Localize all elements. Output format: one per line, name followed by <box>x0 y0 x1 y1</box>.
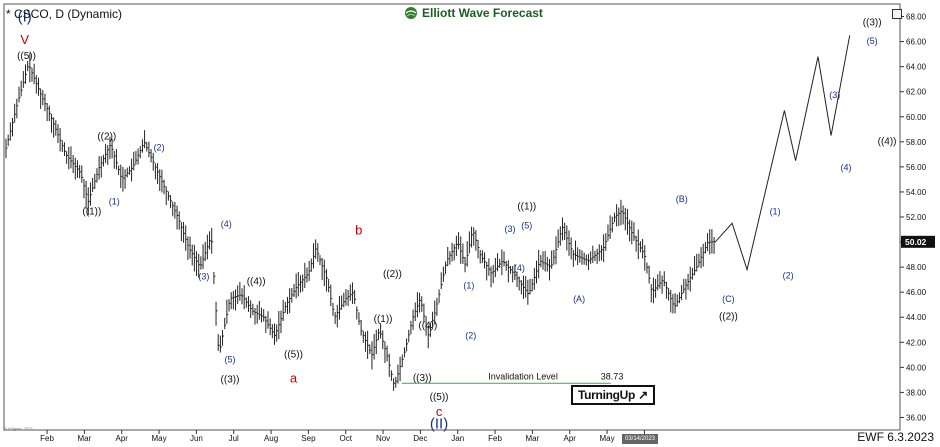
globe-icon <box>405 7 417 19</box>
x-tick-label: May <box>600 434 615 443</box>
x-tick-label: May <box>152 434 167 443</box>
wave-label: ((1)) <box>82 206 101 217</box>
wave-label: (II) <box>430 416 448 433</box>
wave-label: (5) <box>225 354 236 364</box>
x-tick-label: Dec <box>413 434 427 443</box>
last-price-label: 50.02 <box>905 237 927 247</box>
x-tick-label: Feb <box>40 434 54 443</box>
x-tick-label: Apr <box>564 434 577 443</box>
wave-label: (B) <box>676 194 688 204</box>
invalidation-label: Invalidation Level <box>488 371 558 381</box>
y-tick-label: 64.00 <box>906 63 927 72</box>
wave-label: (C) <box>722 294 735 304</box>
wave-label: (2) <box>154 143 165 153</box>
x-tick-label: Jun <box>190 434 203 443</box>
turning-up-badge: TurningUp ↗ <box>571 385 655 405</box>
x-tick-label: Jan <box>451 434 464 443</box>
y-tick-label: 66.00 <box>906 38 927 47</box>
wave-label: (I) <box>18 9 32 26</box>
wave-label: (1) <box>463 280 474 290</box>
wave-label: a <box>290 370 298 385</box>
wave-label: ((4)) <box>878 136 897 147</box>
x-tick-label: Aug <box>264 434 278 443</box>
invalidation-value: 38.73 <box>601 371 624 381</box>
x-tick-label: Feb <box>488 434 502 443</box>
y-tick-label: 48.00 <box>906 263 927 272</box>
wave-label: ((2)) <box>719 312 738 323</box>
wave-label: ((5)) <box>284 349 303 360</box>
wave-label: (4) <box>841 163 852 173</box>
x-tick-label: Jul <box>229 434 239 443</box>
chart-options-button[interactable] <box>892 9 902 19</box>
wave-label: ((4)) <box>418 321 437 332</box>
x-tick-label: Oct <box>340 434 353 443</box>
cursor-date-box: 03/14/2023 <box>622 434 658 444</box>
wave-label: (A) <box>573 294 585 304</box>
wave-label: ((3)) <box>413 373 432 384</box>
wave-label: b <box>355 223 362 238</box>
y-tick-label: 36.00 <box>906 413 927 422</box>
wave-label: ((1)) <box>374 314 393 325</box>
y-tick-label: 56.00 <box>906 163 927 172</box>
y-tick-label: 62.00 <box>906 88 927 97</box>
y-tick-label: 54.00 <box>906 188 927 197</box>
y-tick-label: 38.00 <box>906 388 927 397</box>
y-tick-label: 40.00 <box>906 363 927 372</box>
wave-label: ((1)) <box>517 201 536 212</box>
wave-label: ((2)) <box>97 131 116 142</box>
wave-label: (2) <box>783 270 794 280</box>
wave-label: (1) <box>109 196 120 206</box>
wave-label: ((3)) <box>863 17 882 28</box>
x-tick-label: Apr <box>116 434 129 443</box>
y-tick-label: 60.00 <box>906 113 927 122</box>
wave-label: (1) <box>770 206 781 216</box>
wave-label: V <box>20 32 29 47</box>
y-tick-label: 42.00 <box>906 338 927 347</box>
x-tick-label: Mar <box>526 434 540 443</box>
wave-label: (2) <box>465 331 476 341</box>
wave-label: (3) <box>829 90 840 100</box>
wave-label: (3) <box>198 272 209 282</box>
y-tick-label: 44.00 <box>906 313 927 322</box>
wave-label: ((5)) <box>430 392 449 403</box>
x-tick-label: Sep <box>301 434 316 443</box>
wave-label: ((5)) <box>17 51 36 62</box>
x-tick-label: Nov <box>376 434 390 443</box>
brand-logo: Elliott Wave Forecast <box>404 6 543 20</box>
brand-name: Elliott Wave Forecast <box>422 6 543 20</box>
last-price-tag <box>901 235 935 248</box>
y-tick-label: 52.00 <box>906 213 927 222</box>
y-tick-label: 68.00 <box>906 13 927 22</box>
y-tick-label: 58.00 <box>906 138 927 147</box>
copyright-text: © eSignal, 2023 <box>4 426 33 431</box>
projection-path <box>714 35 851 272</box>
wave-label: (4) <box>221 219 232 229</box>
wave-label: ((2)) <box>383 269 402 280</box>
wave-label: ((3)) <box>221 374 240 385</box>
x-tick-label: Mar <box>78 434 92 443</box>
footer-date: EWF 6.3.2023 <box>857 430 934 444</box>
wave-label: (5) <box>521 220 532 230</box>
wave-label: (4) <box>514 263 525 273</box>
wave-label: c <box>436 404 443 419</box>
y-tick-label: 46.00 <box>906 288 927 297</box>
wave-label: ((4)) <box>247 277 266 288</box>
plot-frame <box>3 3 901 431</box>
wave-label: (3) <box>505 224 516 234</box>
wave-label: (5) <box>867 36 878 46</box>
chart-title: * CSCO, D (Dynamic) <box>6 7 123 21</box>
